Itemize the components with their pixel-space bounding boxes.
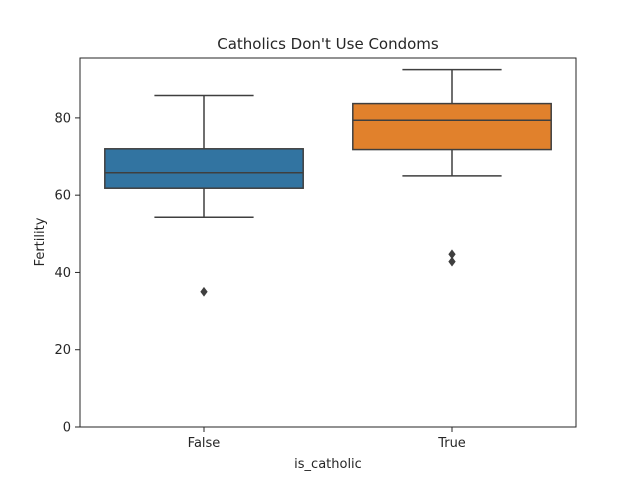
- y-axis-label: Fertility: [33, 217, 48, 266]
- outlier-point: [448, 256, 456, 267]
- y-tick-label: 60: [54, 189, 71, 204]
- y-tick-label: 40: [54, 266, 71, 281]
- iqr-box: [352, 102, 552, 151]
- box-false: [104, 94, 304, 297]
- x-tick-label: True: [437, 436, 466, 451]
- y-tick-label: 20: [54, 343, 71, 358]
- x-axis: False True: [188, 427, 466, 451]
- y-tick-label: 0: [63, 421, 71, 436]
- y-tick-label: 80: [54, 111, 71, 126]
- outlier-point: [200, 286, 208, 297]
- box-true: [352, 68, 552, 267]
- chart-title: Catholics Don't Use Condoms: [217, 35, 439, 53]
- plot-frame: [79, 57, 577, 428]
- y-axis: 0 20 40 60 80: [54, 111, 80, 436]
- plot-area: [104, 68, 552, 297]
- iqr-box: [104, 148, 304, 189]
- x-axis-label: is_catholic: [294, 457, 362, 472]
- x-tick-label: False: [188, 436, 221, 451]
